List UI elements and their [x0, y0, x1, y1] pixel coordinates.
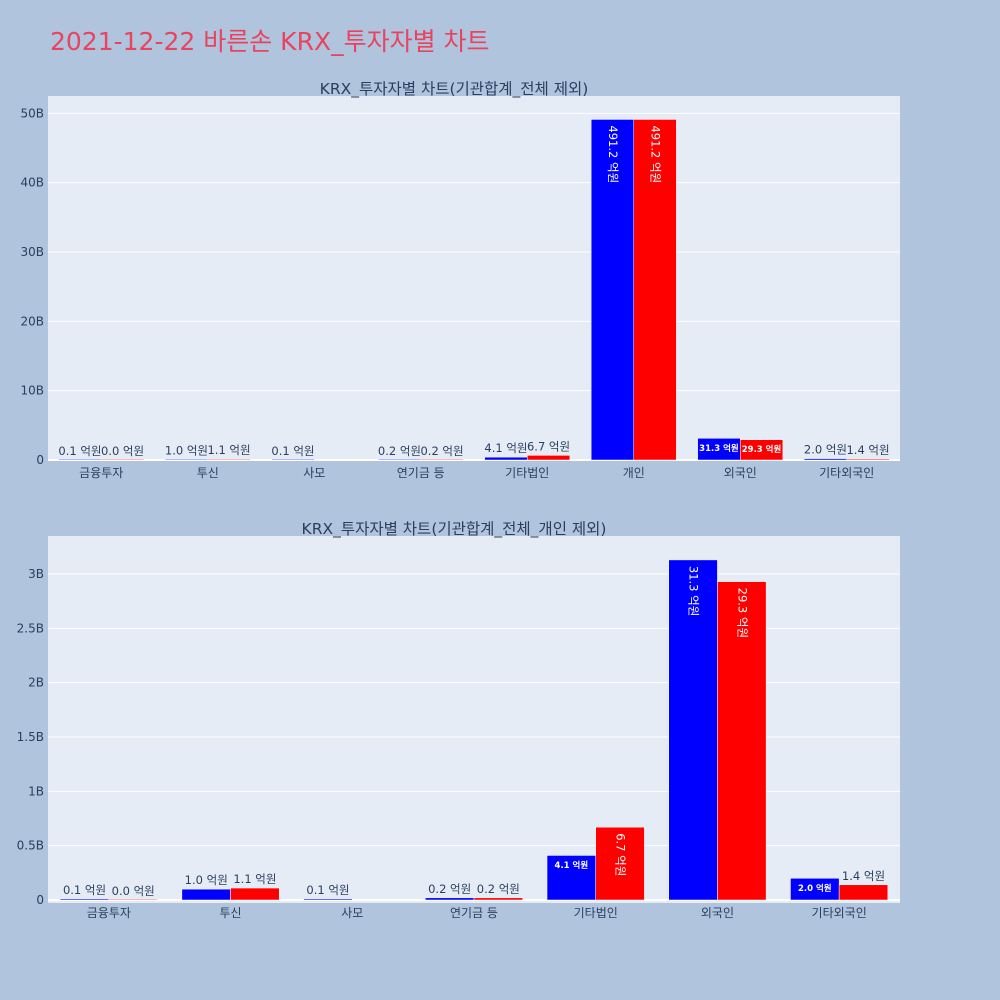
x-tick-label: 사모 — [303, 466, 325, 480]
y-tick-label: 10B — [20, 384, 44, 398]
chart-title: KRX_투자자별 차트(기관합계_전체 제외) — [320, 80, 589, 99]
data-label: 0.1 억원 — [58, 444, 101, 458]
x-tick-label: 기타법인 — [505, 466, 549, 480]
x-tick-label: 외국인 — [724, 466, 757, 480]
x-tick-label: 투신 — [197, 466, 219, 480]
plot-area — [48, 96, 900, 460]
data-label: 1.4 억원 — [842, 869, 885, 883]
data-label: 0.1 억원 — [63, 883, 106, 897]
x-tick-label: 금융투자 — [87, 906, 131, 920]
y-tick-label: 0.5B — [17, 839, 44, 853]
x-tick-label: 금융투자 — [79, 466, 123, 480]
data-label: 0.0 억원 — [101, 444, 144, 458]
data-label: 6.7 억원 — [527, 439, 570, 453]
y-tick-label: 0 — [36, 453, 44, 467]
bar — [717, 581, 767, 901]
bar — [271, 458, 315, 461]
bar — [590, 119, 635, 461]
data-label: 0.2 억원 — [428, 882, 471, 896]
x-tick-label: 투신 — [220, 906, 242, 920]
data-label: 4.1 억원 — [484, 441, 527, 455]
bar — [595, 826, 645, 901]
y-tick-label: 1.5B — [17, 730, 44, 744]
bar — [484, 456, 528, 461]
data-label: 31.3 억원 — [687, 566, 701, 616]
data-label: 491.2 억원 — [606, 125, 620, 183]
data-label: 0.2 억원 — [477, 882, 520, 896]
y-tick-label: 2B — [28, 676, 44, 690]
data-label: 1.0 억원 — [165, 443, 208, 457]
data-label: 0.2 억원 — [378, 444, 421, 458]
x-tick-label: 개인 — [623, 466, 645, 480]
y-tick-label: 50B — [20, 106, 44, 120]
bar — [58, 458, 102, 461]
bar — [303, 898, 353, 901]
chart-1: KRX_투자자별 차트(기관합계_전체 제외) 0 10B 20B 30B 40B 50B 금… — [20, 80, 900, 480]
y-tick-label: 40B — [20, 176, 44, 190]
y-tick-label: 0 — [36, 893, 44, 907]
data-label: 1.0 억원 — [185, 873, 228, 887]
data-label: 0.0 억원 — [112, 884, 155, 898]
bar — [164, 458, 208, 461]
page-title: 2021-12-22 바른손 KRX_투자자별 차트 — [50, 27, 490, 56]
data-label: 29.3 억원 — [742, 444, 782, 455]
bar — [420, 458, 464, 461]
bar — [108, 898, 158, 901]
x-tick-label: 기타법인 — [574, 906, 618, 920]
chart-2: KRX_투자자별 차트(기관합계_전체_개인 제외) 0 0.5B 1B 1.5B 2B 2… — [17, 520, 900, 920]
x-tick-label: 연기금 등 — [450, 906, 498, 920]
data-label: 491.2 억원 — [649, 125, 663, 183]
x-tick-label: 기타외국인 — [812, 906, 867, 920]
y-tick-label: 2.5B — [17, 621, 44, 635]
x-tick-label: 외국인 — [701, 906, 734, 920]
bar — [740, 439, 784, 461]
data-label: 2.0 억원 — [804, 443, 847, 457]
y-tick-label: 1B — [28, 784, 44, 798]
data-label: 1.4 억원 — [846, 443, 889, 457]
plot-area — [48, 536, 900, 903]
bar — [803, 458, 848, 461]
bar — [473, 897, 523, 901]
y-tick-label: 30B — [20, 245, 44, 259]
y-tick-label: 20B — [20, 314, 44, 328]
data-label: 4.1 억원 — [555, 860, 589, 871]
x-tick-label: 연기금 등 — [397, 466, 445, 480]
bar — [546, 855, 596, 901]
data-label: 6.7 억원 — [614, 833, 628, 876]
chart-title: KRX_투자자별 차트(기관합계_전체_개인 제외) — [302, 520, 607, 539]
bar — [846, 458, 890, 461]
data-label: 31.3 억원 — [699, 443, 739, 454]
bar — [181, 888, 231, 901]
bar — [207, 458, 251, 461]
data-label: 1.1 억원 — [233, 872, 276, 886]
data-label: 0.1 억원 — [306, 883, 349, 897]
data-label: 1.1 억원 — [207, 443, 250, 457]
y-tick-label: 3B — [28, 567, 44, 581]
bar — [377, 458, 421, 461]
data-label: 0.1 억원 — [271, 444, 314, 458]
data-label: 0.2 억원 — [420, 444, 463, 458]
bar — [838, 884, 889, 901]
data-label: 2.0 억원 — [798, 883, 832, 894]
x-tick-label: 기타외국인 — [819, 466, 874, 480]
data-label: 29.3 억원 — [735, 588, 749, 638]
bar — [59, 898, 110, 901]
bar — [668, 559, 718, 901]
bar — [101, 458, 145, 461]
bar — [230, 887, 280, 901]
x-tick-label: 사모 — [341, 906, 363, 920]
bar — [527, 455, 571, 461]
bar — [633, 119, 677, 461]
bar — [425, 897, 475, 901]
